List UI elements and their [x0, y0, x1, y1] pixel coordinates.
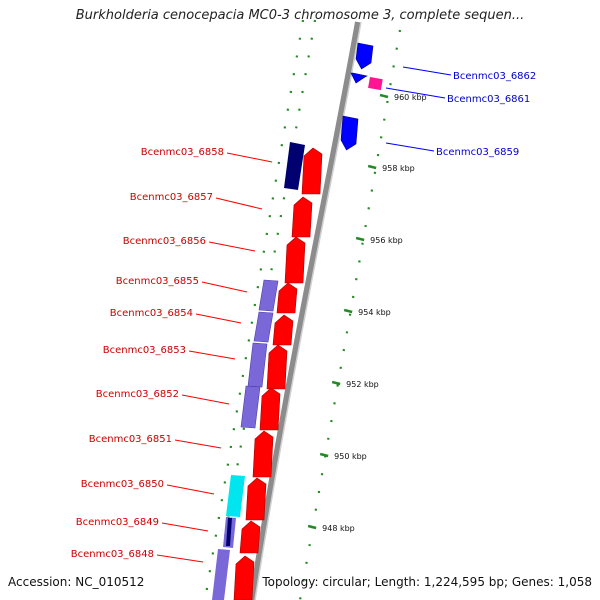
- reverse-gene-label-1: Bcenmc03_6861: [447, 94, 530, 105]
- scale-label-5: 950 kbp: [334, 452, 367, 461]
- forward-leader-8: [166, 484, 215, 495]
- slate-track-block-3: [240, 385, 261, 429]
- slate-track-block-2: [247, 342, 268, 388]
- forward-gene-5: [266, 344, 288, 390]
- forward-gene-label-10: Bcenmc03_6848: [71, 549, 154, 560]
- forward-gene-label-0: Bcenmc03_6858: [141, 147, 224, 158]
- gene-features: [233, 42, 383, 600]
- chromosome-backbone: [249, 21, 362, 600]
- reverse-gene-6859: [340, 115, 359, 151]
- scale-tick-4: [331, 380, 341, 386]
- pink-gene-feature: [368, 77, 383, 91]
- feature-tracks: [212, 142, 305, 600]
- gene-labels: Bcenmc03_6862 Bcenmc03_6861 Bcenmc03_6859 B…: [71, 66, 536, 563]
- scale-label-6: 948 kbp: [322, 524, 355, 533]
- forward-leader-3: [201, 281, 248, 293]
- forward-gene-10: [233, 555, 255, 600]
- navy-track-lower: [226, 518, 232, 546]
- reverse-leader-2: [385, 142, 435, 152]
- scale-tick-1: [367, 164, 377, 170]
- forward-leader-10: [156, 554, 204, 563]
- forward-gene-label-7: Bcenmc03_6851: [89, 434, 172, 445]
- scale-label-3: 954 kbp: [358, 308, 391, 317]
- reverse-gene-6862: [355, 42, 374, 70]
- dotted-guide-1: [298, 29, 402, 600]
- forward-leader-4: [195, 313, 242, 324]
- scale-tick-6: [307, 524, 317, 530]
- forward-gene-7: [252, 430, 274, 478]
- scale-tick-3: [343, 308, 353, 314]
- forward-gene-9: [239, 520, 261, 554]
- accession-label: Accession: NC_010512: [8, 575, 145, 589]
- slate-track-block-1: [253, 311, 274, 343]
- forward-gene-8: [245, 477, 267, 521]
- slate-track-bottom: [212, 549, 230, 600]
- scale-tick-5: [319, 452, 329, 458]
- reverse-gene-6861: [350, 72, 368, 84]
- scale-tick-2: [355, 236, 365, 242]
- forward-gene-6: [259, 387, 281, 431]
- forward-gene-0: [301, 147, 323, 195]
- forward-leader-6: [181, 394, 230, 405]
- scale-ticks: 960 kbp 958 kbp 956 kbp 954 kbp 952 kbp 950 k…: [307, 93, 427, 533]
- forward-gene-label-8: Bcenmc03_6850: [81, 479, 164, 490]
- forward-leader-2: [208, 241, 256, 252]
- forward-leader-5: [188, 350, 236, 360]
- forward-gene-1: [291, 196, 313, 238]
- backbone-highlight: [254, 21, 362, 600]
- scale-label-1: 958 kbp: [382, 164, 415, 173]
- scale-label-0: 960 kbp: [394, 93, 427, 102]
- forward-gene-label-4: Bcenmc03_6854: [110, 308, 193, 319]
- slate-track-block-0: [258, 279, 279, 312]
- forward-gene-label-3: Bcenmc03_6855: [116, 276, 199, 287]
- forward-leader-9: [161, 522, 209, 532]
- forward-leader-7: [174, 439, 222, 449]
- forward-leader-0: [226, 152, 273, 163]
- forward-gene-2: [284, 236, 306, 284]
- forward-gene-label-5: Bcenmc03_6853: [103, 345, 186, 356]
- topology-summary: Topology: circular; Length: 1,224,595 bp…: [262, 575, 592, 589]
- reverse-leader-1: [385, 87, 446, 99]
- forward-gene-4: [272, 314, 294, 346]
- dotted-guide-lines: [203, 19, 402, 600]
- map-title: Burkholderia cenocepacia MC0-3 chromosom…: [75, 8, 525, 23]
- scale-label-2: 956 kbp: [370, 236, 403, 245]
- forward-leader-1: [215, 197, 263, 210]
- forward-gene-label-9: Bcenmc03_6849: [76, 517, 159, 528]
- reverse-gene-label-2: Bcenmc03_6859: [436, 147, 519, 158]
- scale-tick-0: [379, 93, 389, 99]
- scale-label-4: 952 kbp: [346, 380, 379, 389]
- backbone-line: [249, 21, 361, 600]
- reverse-leader-0: [402, 66, 452, 76]
- forward-gene-label-2: Bcenmc03_6856: [123, 236, 206, 247]
- forward-gene-label-1: Bcenmc03_6857: [130, 192, 213, 203]
- forward-gene-label-6: Bcenmc03_6852: [96, 389, 179, 400]
- reverse-gene-label-0: Bcenmc03_6862: [453, 71, 536, 82]
- cyan-track-block: [226, 475, 245, 517]
- navy-track-block: [284, 142, 305, 190]
- forward-gene-3: [276, 282, 298, 314]
